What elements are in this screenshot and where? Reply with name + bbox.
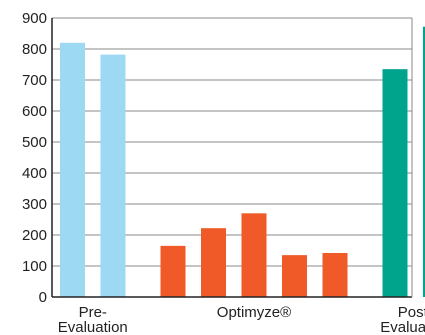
x-group-label-line: Post- xyxy=(398,304,425,321)
x-group-label: Pre-Evaluation xyxy=(58,304,128,335)
bar xyxy=(160,245,186,297)
y-tick-label: 500 xyxy=(22,134,47,151)
y-tick-label: 100 xyxy=(22,258,47,275)
y-tick-label: 900 xyxy=(22,10,47,27)
y-tick-label: 400 xyxy=(22,165,47,182)
x-group-label-line: Evaluation xyxy=(380,319,425,335)
bar xyxy=(322,252,348,297)
x-group-label: Post-Evaluation xyxy=(380,304,425,335)
y-tick-label: 800 xyxy=(22,41,47,58)
bar xyxy=(100,54,126,297)
y-tick-label: 700 xyxy=(22,72,47,89)
y-tick-label: 300 xyxy=(22,196,47,213)
x-group-label: Optimyze® xyxy=(217,304,291,321)
y-tick-label: 600 xyxy=(22,103,47,120)
x-group-label-line: Optimyze® xyxy=(217,304,291,321)
x-group-label-line: Pre- xyxy=(79,304,107,321)
y-axis-tick-labels: 0 100 200 300 400 500 600 700 800 900 xyxy=(22,10,47,306)
x-group-label-line: Evaluation xyxy=(58,319,128,335)
bar xyxy=(201,228,226,297)
bar xyxy=(423,26,425,298)
axes xyxy=(51,18,413,298)
bar xyxy=(382,69,408,298)
y-tick-label: 200 xyxy=(22,227,47,244)
bar xyxy=(60,42,85,297)
y-tick-label: 0 xyxy=(39,289,47,306)
bar xyxy=(282,255,307,297)
bar xyxy=(241,213,267,297)
bars xyxy=(60,26,425,298)
